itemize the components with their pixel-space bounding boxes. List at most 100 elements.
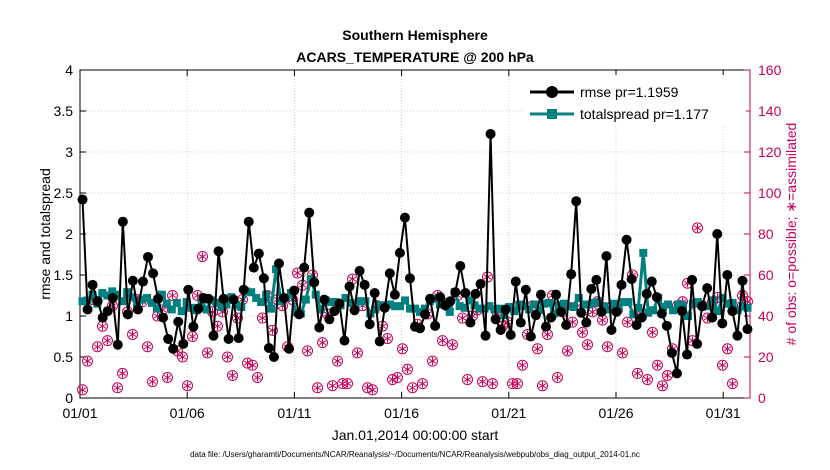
totalspread-point	[257, 298, 266, 307]
obs-possible-point	[402, 363, 413, 375]
obs-assimilated-point	[588, 307, 597, 316]
rmse-point	[455, 260, 466, 271]
totalspread-point	[143, 293, 151, 302]
rmse-point	[369, 288, 380, 299]
rmse-point	[586, 283, 597, 294]
totalspread-point	[619, 298, 628, 307]
obs-assimilated-point	[658, 381, 667, 390]
obs-possible-point	[652, 359, 663, 371]
rmse-point	[379, 302, 390, 313]
rmse-point	[470, 288, 481, 299]
totalspread-point	[301, 295, 310, 304]
obs-assimilated-point	[293, 268, 302, 277]
x-tick-label: 01/31	[706, 405, 741, 421]
rmse-point	[596, 306, 607, 317]
rmse-point	[732, 330, 743, 341]
obs-possible-point	[102, 335, 113, 347]
obs-assimilated-point	[398, 344, 407, 353]
rmse-point	[697, 301, 708, 312]
legend: rmse pr=1.1959 totalspread pr=1.177	[524, 75, 746, 127]
obs-possible-point	[397, 343, 408, 355]
footnote: data file: /Users/gharamti/Documents/NCA…	[190, 450, 640, 459]
obs-assimilated-point	[148, 377, 157, 386]
totalspread-point	[341, 293, 350, 302]
totalspread-point	[88, 290, 97, 299]
obs-assimilated-point	[118, 369, 127, 378]
chart-title: Southern Hemisphere	[342, 27, 488, 43]
rmse-point	[314, 322, 325, 333]
rmse-point	[384, 268, 395, 279]
rmse-point	[304, 207, 315, 218]
rmse-point	[435, 292, 446, 303]
y-tick-label: 2.5	[54, 185, 74, 201]
rmse-point	[82, 304, 93, 315]
rmse-point	[389, 289, 400, 300]
legend-rmse-marker	[546, 86, 558, 98]
obs-possible-point	[447, 339, 458, 351]
y2-tick-label: 80	[758, 226, 774, 242]
rmse-point	[520, 284, 531, 295]
obs-assimilated-point	[633, 369, 642, 378]
obs-assimilated-point	[418, 379, 427, 388]
totalspread-point	[574, 293, 583, 302]
totalspread-point	[624, 298, 633, 307]
obs-assimilated-point	[643, 375, 652, 384]
obs-assimilated-point	[393, 373, 402, 382]
totalspread-point	[262, 290, 271, 299]
rmse-point	[213, 246, 224, 257]
obs-assimilated-point	[163, 373, 172, 382]
totalspread-point	[733, 306, 742, 315]
rmse-point	[616, 279, 627, 290]
totalspread-point	[639, 248, 648, 257]
obs-assimilated-point	[78, 385, 87, 394]
obs-possible-point	[312, 382, 323, 394]
y2-axis-label: # of obs: o=possible; ∗=assimilated	[783, 123, 799, 346]
rmse-point	[253, 248, 264, 259]
obs-possible-point	[117, 367, 128, 379]
obs-possible-point	[197, 251, 208, 263]
obs-assimilated-point	[253, 373, 262, 382]
rmse-point	[702, 283, 713, 294]
totalspread-point	[103, 291, 112, 300]
obs-possible-point	[167, 290, 178, 301]
obs-assimilated-point	[363, 383, 372, 392]
rmse-point	[248, 262, 259, 273]
rmse-point	[611, 306, 622, 317]
y2-tick-label: 140	[758, 103, 782, 119]
totalspread-point	[728, 298, 737, 307]
obs-assimilated-point	[348, 275, 357, 284]
rmse-point	[566, 269, 577, 280]
totalspread-point	[152, 304, 161, 313]
rmse-point	[666, 347, 677, 358]
totalspread-point	[202, 305, 211, 314]
obs-assimilated-point	[113, 383, 122, 392]
obs-assimilated-point	[408, 383, 417, 392]
rmse-point	[92, 296, 103, 307]
obs-assimilated-point	[653, 361, 662, 370]
obs-assimilated-point	[663, 371, 672, 380]
obs-possible-point	[317, 337, 328, 349]
totalspread-point	[683, 312, 692, 320]
x-tick-label: 01/11	[277, 405, 311, 421]
rmse-point	[722, 270, 733, 280]
totalspread-point	[420, 304, 429, 313]
totalspread-point	[346, 298, 355, 307]
rmse-point	[450, 287, 461, 298]
x-tick-label: 01/01	[62, 405, 97, 421]
totalspread-point	[316, 305, 325, 314]
legend-totalspread-marker	[547, 109, 557, 119]
totalspread-point	[376, 301, 385, 310]
rmse-point	[430, 320, 441, 331]
obs-assimilated-point	[458, 314, 467, 323]
obs-assimilated-point	[98, 322, 107, 331]
totalspread-point	[589, 298, 598, 307]
rmse-point	[188, 321, 199, 332]
totalspread-point	[415, 307, 424, 316]
totalspread-point	[401, 296, 410, 305]
rmse-point	[228, 294, 239, 305]
rmse-point	[399, 212, 410, 223]
totalspread-point	[649, 306, 658, 315]
rmse-point	[556, 306, 567, 317]
rmse-point	[117, 216, 128, 227]
obs-possible-point	[142, 341, 153, 353]
